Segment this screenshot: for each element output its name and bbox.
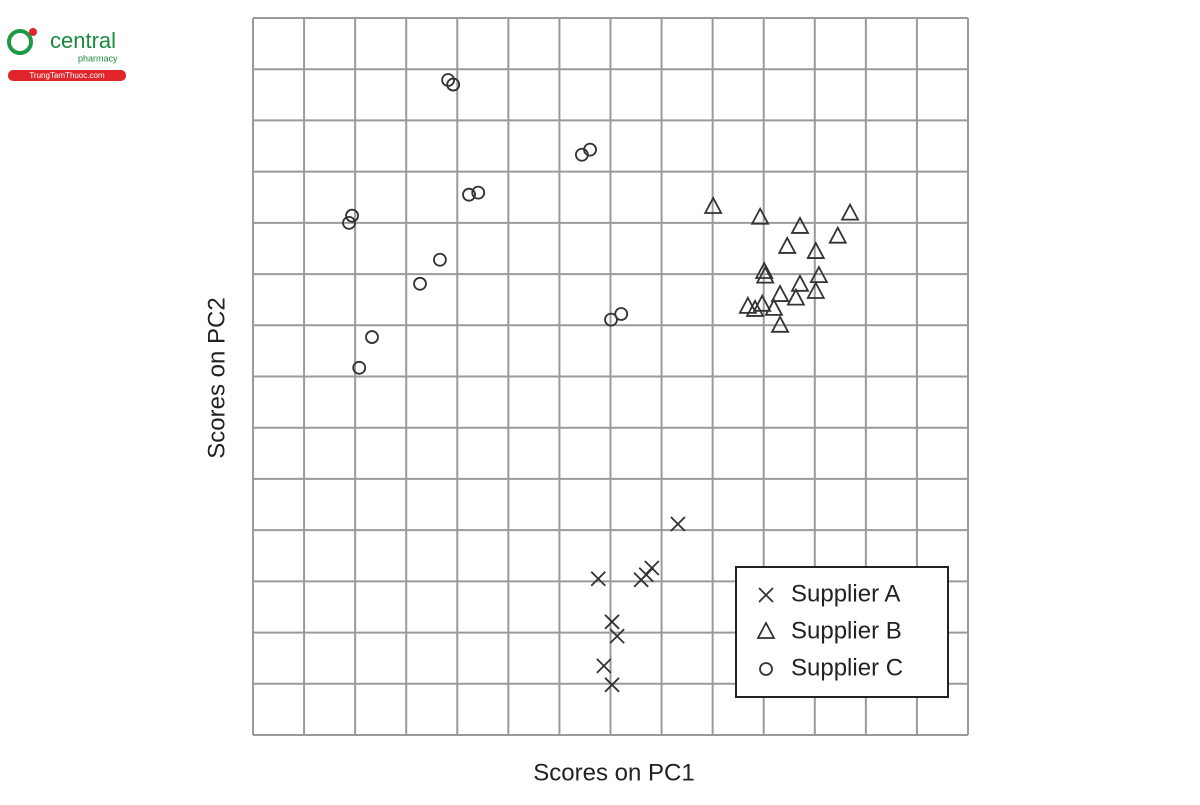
marker-triangle <box>790 273 810 292</box>
marker-circle <box>583 142 597 157</box>
marker-circle <box>345 208 359 223</box>
marker-triangle <box>764 297 784 316</box>
logo-dot <box>29 28 37 36</box>
y-axis-label: Scores on PC2 <box>203 297 230 458</box>
marker-triangle <box>770 284 790 302</box>
marker-triangle <box>752 293 772 312</box>
marker-x <box>604 677 620 693</box>
marker-circle <box>365 330 379 344</box>
marker-triangle <box>754 261 774 279</box>
logo-icon <box>7 29 33 55</box>
marker-circle <box>446 77 461 92</box>
marker-triangle <box>750 206 770 225</box>
logo: central pharmacy TrungTamThuoc.com <box>7 28 126 81</box>
marker-circle <box>471 185 486 200</box>
legend-label: Supplier A <box>791 580 900 607</box>
legend-marker <box>759 662 773 676</box>
marker-circle <box>352 360 367 375</box>
marker-circle <box>433 252 447 267</box>
legend-marker <box>756 621 776 639</box>
marker-triangle <box>755 265 775 284</box>
legend-marker <box>758 587 774 603</box>
marker-circle <box>462 187 476 202</box>
marker-triangle <box>770 314 790 333</box>
logo-bar <box>8 70 126 81</box>
marker-circle <box>604 312 618 327</box>
x-axis-label: Scores on PC1 <box>533 759 694 786</box>
marker-x <box>609 628 625 644</box>
marker-circle <box>342 215 356 230</box>
marker-triangle <box>806 241 826 259</box>
marker-x <box>596 658 612 674</box>
marker-triangle <box>790 216 810 234</box>
marker-triangle <box>777 236 797 254</box>
marker-triangle <box>786 287 806 306</box>
logo-site: TrungTamThuoc.com <box>29 71 105 80</box>
legend-label: Supplier B <box>791 617 902 644</box>
marker-triangle <box>806 281 826 299</box>
marker-x <box>604 614 620 630</box>
marker-x <box>590 571 606 587</box>
marker-x <box>638 567 654 583</box>
marker-triangle <box>745 299 765 317</box>
legend-label: Supplier C <box>791 654 903 681</box>
marker-triangle <box>809 265 829 284</box>
marker-triangle <box>840 202 860 221</box>
marker-circle <box>413 276 427 291</box>
logo-name: central <box>50 28 116 53</box>
marker-x <box>670 516 686 532</box>
marker-triangle <box>703 196 723 214</box>
marker-circle <box>614 307 629 321</box>
logo-tagline: pharmacy <box>78 53 118 63</box>
marker-triangle <box>828 225 848 244</box>
